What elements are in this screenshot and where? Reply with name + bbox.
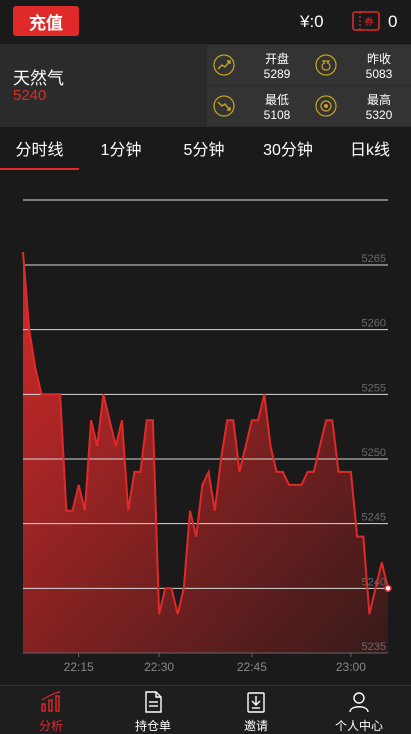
gift-download-icon [247, 692, 265, 713]
stat-low: 最低 5108 [207, 86, 309, 126]
document-icon [145, 691, 162, 713]
tab-30min[interactable]: 30分钟 [263, 142, 313, 159]
tab-5min[interactable]: 5分钟 [183, 142, 225, 159]
nav-invite[interactable]: 邀请 [205, 686, 307, 734]
stat-prev-close: 昨收 5083 [309, 45, 411, 85]
symbol-price: 5240 [13, 87, 47, 104]
nav-profile[interactable]: 个人中心 [308, 686, 410, 734]
nav-invite-label: 邀请 [243, 719, 268, 733]
stat-high: 最高 5320 [309, 86, 411, 126]
quote-panel: 天然气 5240 开盘 5289 昨收 5083 最低 5108 [0, 44, 411, 127]
user-icon [349, 692, 369, 713]
stat-high-value: 5320 [365, 108, 393, 122]
stat-low-value: 5108 [263, 108, 291, 122]
top-bar: 充值 ¥:0 券 0 [0, 0, 411, 44]
symbol-name: 天然气 [13, 69, 64, 88]
tab-daily-k[interactable]: 日k线 [349, 142, 390, 159]
x-tick-label: 22:15 [64, 660, 94, 674]
coin-icon [315, 95, 337, 117]
stat-prev-close-value: 5083 [365, 67, 393, 81]
last-price-point [384, 584, 392, 593]
trend-up-icon [213, 54, 235, 76]
price-chart-svg: 5265 5260 5255 5250 5245 5240 5235 22:15 22:30 22… [22, 199, 392, 674]
y-tick-label: 5255 [362, 382, 386, 394]
price-area [23, 252, 388, 653]
y-tick-label: 5250 [362, 447, 386, 459]
ticket-count: 0 [388, 12, 398, 31]
interval-tabs: 分时线 1分钟 5分钟 30分钟 日k线 [0, 127, 411, 171]
y-tick-label: 5260 [362, 318, 386, 330]
x-tick-label: 22:30 [144, 660, 174, 674]
stat-open: 开盘 5289 [207, 45, 309, 85]
nav-analysis-label: 分析 [38, 719, 63, 733]
y-tick-label: 5235 [362, 641, 386, 653]
money-bag-icon [315, 54, 337, 76]
stat-prev-close-label: 昨收 [366, 52, 391, 66]
y-tick-label: 5245 [362, 512, 386, 524]
nav-positions-label: 持仓单 [134, 719, 171, 733]
bottom-nav: 分析 持仓单 邀请 个人中心 [0, 685, 411, 734]
price-line [22, 252, 389, 615]
x-tick-label: 23:00 [336, 660, 366, 674]
nav-profile-label: 个人中心 [334, 719, 383, 733]
nav-positions[interactable]: 持仓单 [102, 686, 204, 734]
chart-icon [41, 691, 61, 712]
trend-down-icon [213, 95, 235, 117]
tab-1min[interactable]: 1分钟 [100, 142, 142, 159]
x-tick-label: 22:45 [237, 660, 267, 674]
balance-text: ¥:0 [300, 12, 324, 31]
ticket-icon[interactable]: 券 [352, 10, 380, 32]
tab-timeshare[interactable]: 分时线 [0, 127, 79, 170]
stat-high-label: 最高 [366, 93, 391, 107]
y-tick-label: 5240 [362, 576, 386, 588]
symbol-box: 天然气 5240 [0, 44, 205, 127]
y-tick-label: 5265 [362, 253, 386, 265]
stat-open-value: 5289 [263, 67, 291, 81]
nav-analysis[interactable]: 分析 [0, 686, 102, 734]
stat-open-label: 开盘 [264, 52, 289, 66]
svg-text:券: 券 [364, 16, 373, 28]
stat-low-label: 最低 [264, 93, 289, 107]
price-chart: 5265 5260 5255 5250 5245 5240 5235 22:15 22:30 22… [0, 171, 411, 685]
recharge-button[interactable]: 充值 [13, 6, 79, 36]
